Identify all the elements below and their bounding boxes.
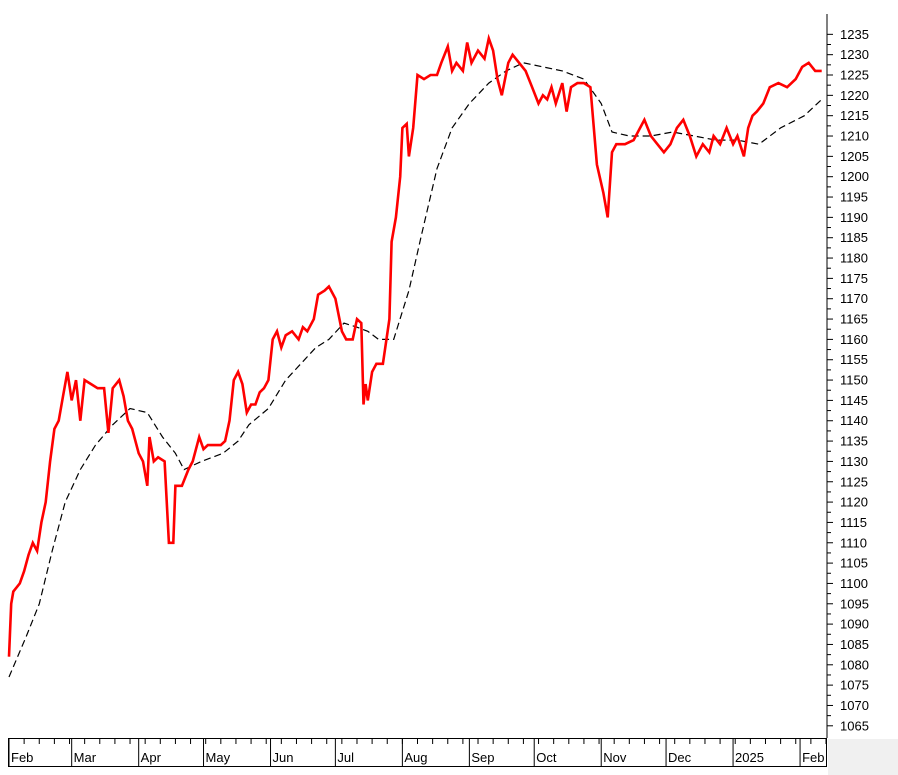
y-tick-label: 1205	[840, 149, 869, 164]
x-tick-label: Mar	[74, 750, 97, 765]
price-line	[7, 33, 822, 657]
y-tick-label: 1230	[840, 47, 869, 62]
y-tick-label: 1180	[840, 251, 868, 266]
axis-corner	[828, 739, 898, 775]
y-tick-label: 1145	[840, 393, 868, 408]
x-tick-label: Aug	[404, 750, 427, 765]
y-tick-label: 1160	[840, 332, 868, 347]
plot-lines	[7, 33, 823, 678]
x-axis: Feb Mar Apr May Jun Jul Aug Sep Oct Nov Dec 2025 Feb	[8, 739, 827, 766]
y-tick-label: 1110	[840, 535, 867, 550]
y-tick-label: 1225	[840, 68, 869, 83]
y-tick-label: 1085	[840, 637, 869, 652]
y-tick-label: 1130	[840, 454, 868, 469]
y-tick-label: 1090	[840, 617, 869, 632]
y-tick-label: 1120	[840, 495, 868, 510]
x-tick-label: Dec	[668, 750, 692, 765]
y-tick-label: 1140	[840, 413, 868, 428]
y-tick-label: 1075	[840, 678, 869, 693]
x-tick-label: Jul	[337, 750, 354, 765]
y-tick-label: 1150	[840, 373, 868, 388]
y-tick-label: 1115	[840, 515, 867, 530]
y-tick-label: 1105	[840, 556, 868, 571]
x-tick-label: Apr	[141, 750, 162, 765]
y-tick-label: 1195	[840, 190, 868, 205]
y-tick-label: 1155	[840, 352, 868, 367]
y-tick-label: 1070	[840, 698, 869, 713]
y-tick-label: 1135	[840, 434, 868, 449]
average-line	[8, 62, 823, 678]
x-tick-label: Feb	[802, 750, 824, 765]
x-tick-label: 2025	[735, 750, 764, 765]
x-tick-label: Feb	[11, 750, 33, 765]
y-tick-label: 1100	[840, 576, 868, 591]
x-tick-label: Oct	[536, 750, 557, 765]
y-tick-label: 1235	[840, 27, 869, 42]
x-tick-label: Sep	[471, 750, 494, 765]
x-tick-label: Nov	[603, 750, 627, 765]
y-tick-label: 1200	[840, 169, 869, 184]
y-tick-label: 1220	[840, 88, 869, 103]
y-tick-label: 1095	[840, 596, 869, 611]
y-tick-label: 1185	[840, 230, 868, 245]
y-tick-label: 1215	[840, 108, 869, 123]
y-tick-label: 1065	[840, 718, 869, 733]
y-tick-label: 1170	[840, 291, 868, 306]
x-tick-label: May	[206, 750, 231, 765]
y-axis: 1065 1070 1075 1080 1085 1090 1095 1100 1105 1110…	[827, 27, 869, 733]
y-tick-label: 1210	[840, 129, 869, 144]
y-tick-label: 1175	[840, 271, 868, 286]
y-tick-label: 1190	[840, 210, 868, 225]
y-tick-label: 1125	[840, 474, 868, 489]
y-tick-label: 1080	[840, 657, 869, 672]
x-tick-label: Jun	[273, 750, 294, 765]
y-tick-label: 1165	[840, 312, 868, 327]
